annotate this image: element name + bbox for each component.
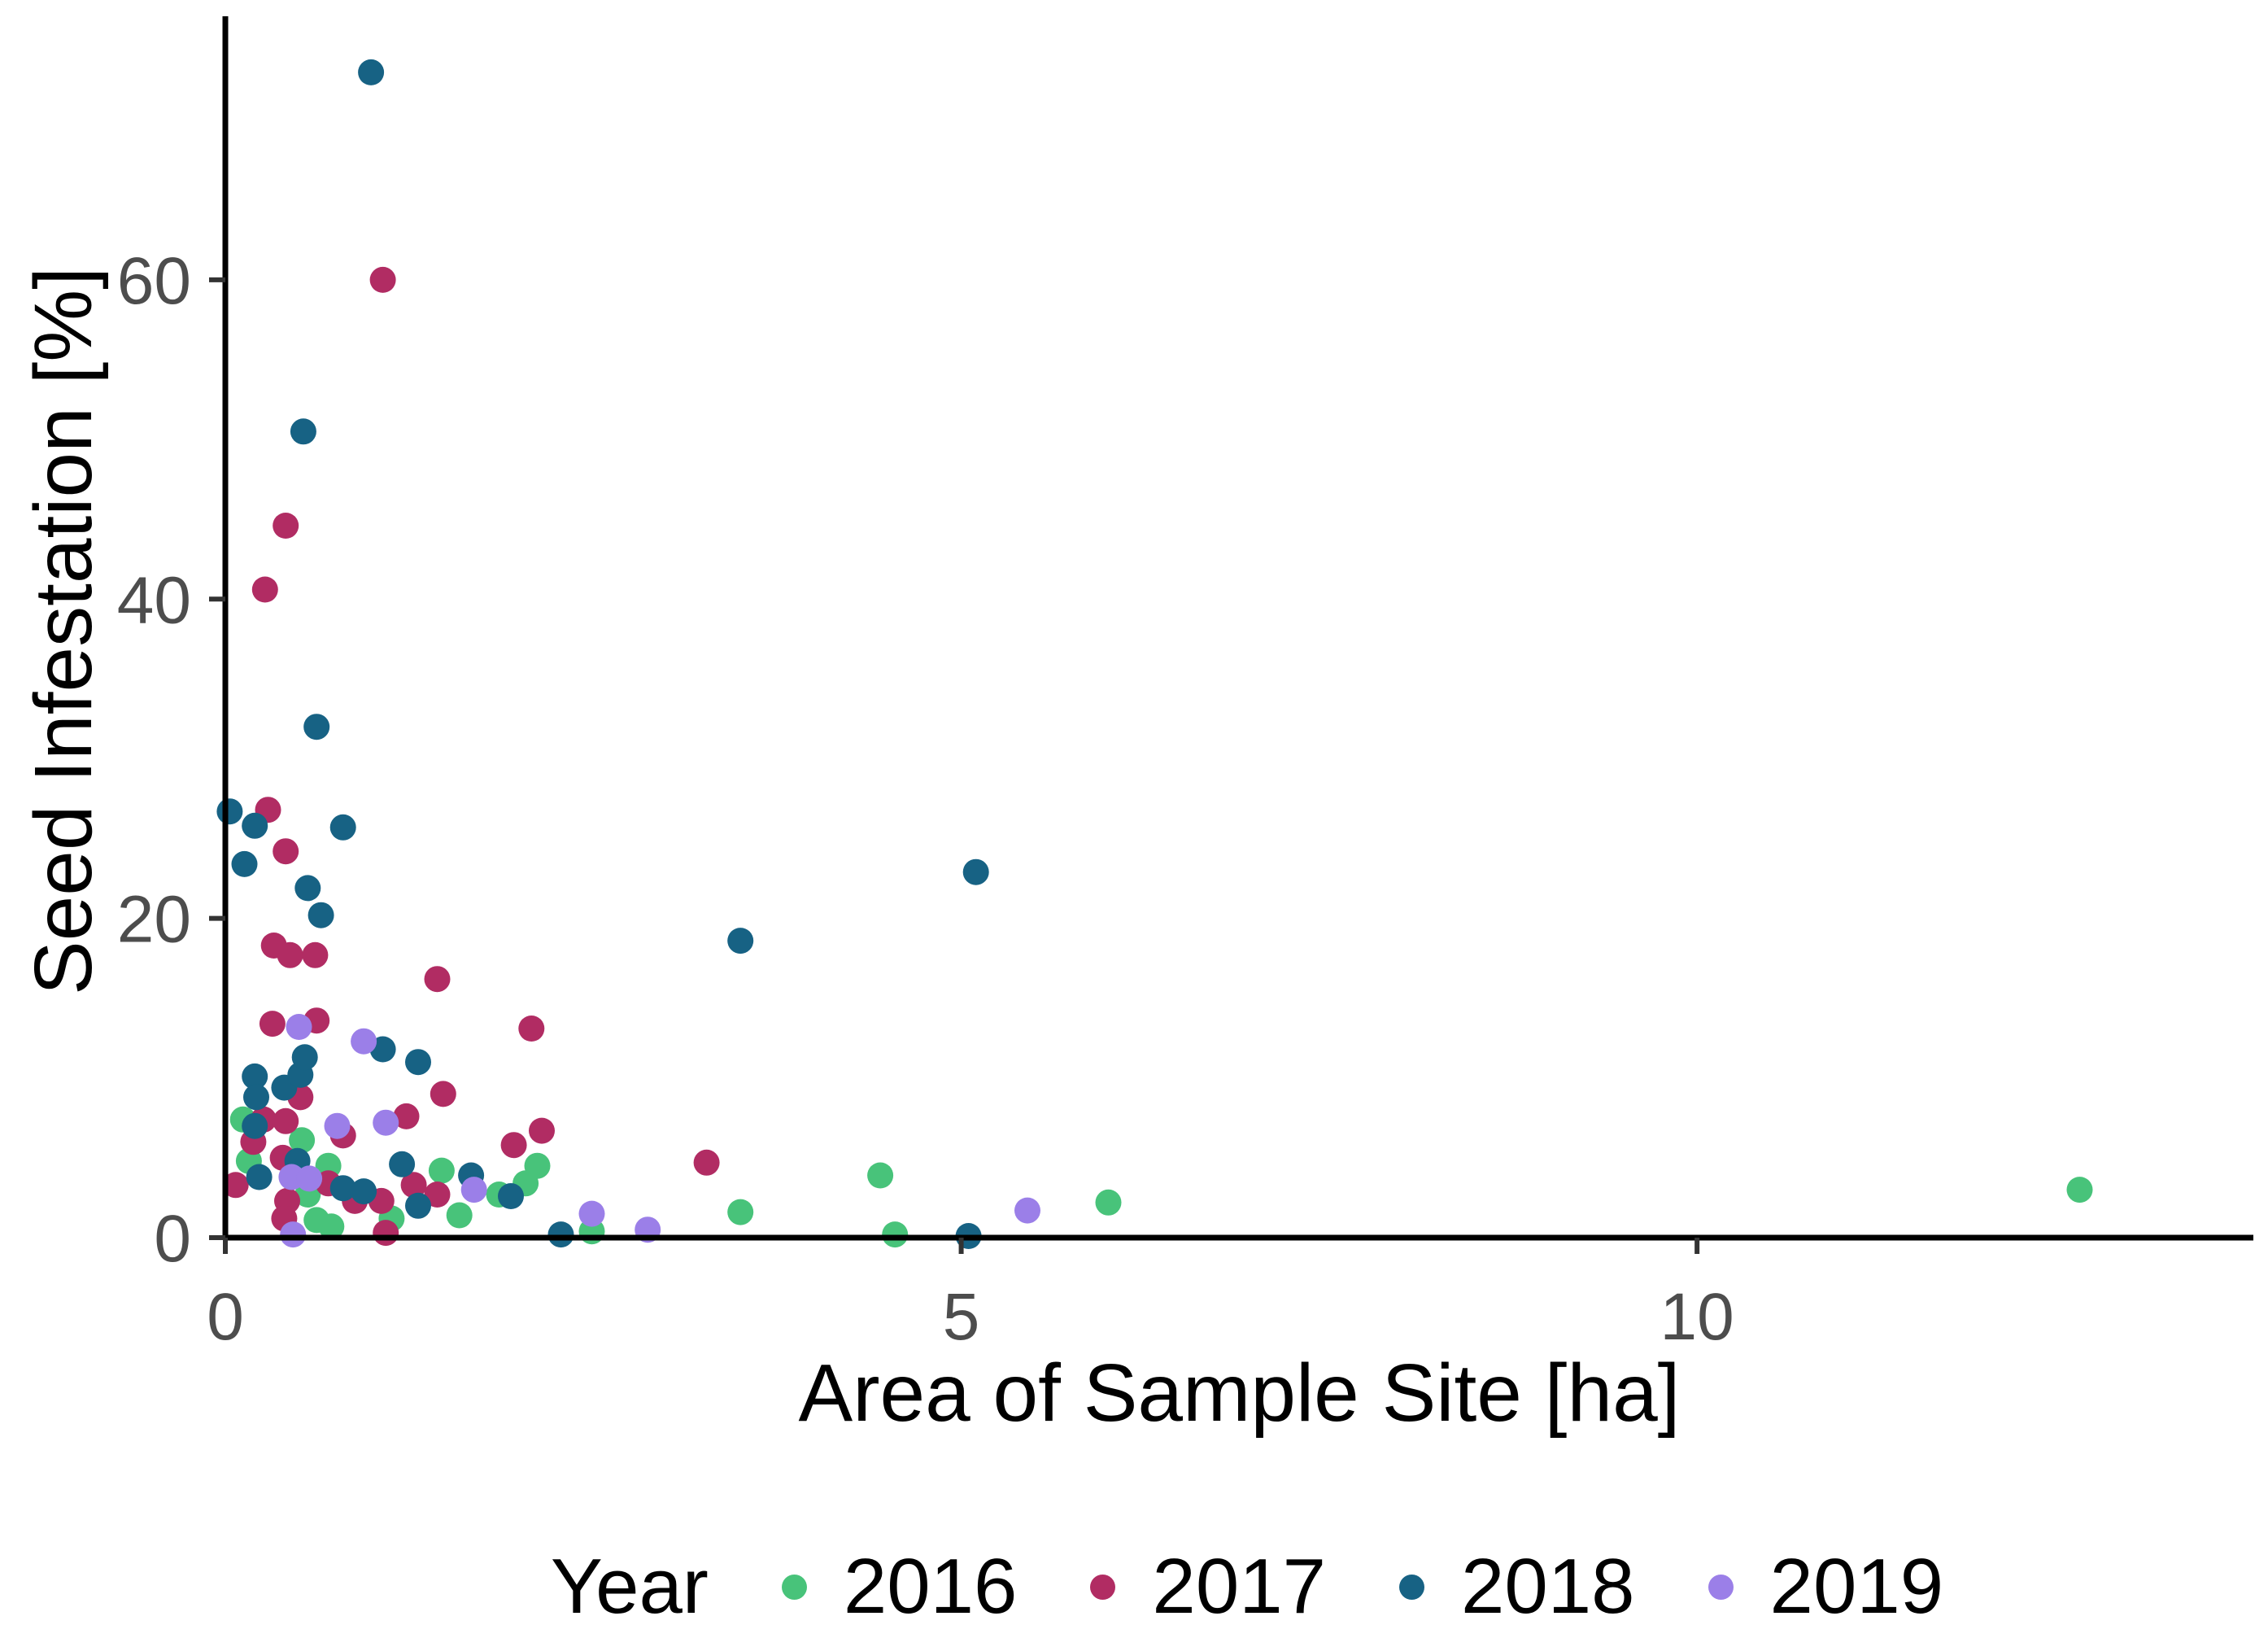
data-point-2016 [446,1202,473,1229]
legend-dot-icon [1090,1574,1116,1600]
data-point-2018 [351,1178,377,1205]
legend-dot-icon [1708,1574,1734,1600]
data-point-2016 [867,1162,894,1189]
data-point-2018 [246,1164,273,1190]
data-point-2018 [727,928,754,954]
legend-label: 2016 [843,1543,1018,1630]
data-point-2018 [291,1044,318,1071]
x-axis-title: Area of Sample Site [ha] [798,1348,1681,1439]
data-point-2017 [369,266,396,293]
data-point-2018 [242,1112,268,1139]
data-point-2017 [518,1016,545,1042]
data-point-2018 [242,812,268,839]
data-point-2018 [405,1049,431,1076]
legend-dot-icon [1398,1574,1424,1600]
data-point-2018 [389,1151,416,1177]
legend-item-2018: 2018 [1398,1542,1635,1631]
y-tick-label: 0 [154,1202,191,1276]
data-point-2017 [430,1081,456,1107]
data-point-2019 [373,1109,399,1136]
data-point-2018 [405,1192,431,1219]
data-point-2018 [231,850,258,877]
data-point-2016 [428,1157,455,1184]
data-point-2017 [251,576,278,603]
data-point-2019 [296,1165,323,1192]
legend-item-2016: 2016 [781,1542,1018,1631]
data-point-2018 [243,1084,269,1111]
data-point-2017 [500,1132,527,1159]
x-tick-label: 5 [943,1280,980,1354]
data-point-2019 [324,1112,351,1139]
data-point-2016 [882,1221,909,1248]
data-point-2016 [1095,1189,1122,1216]
legend-item-2017: 2017 [1090,1542,1326,1631]
data-point-2017 [400,1172,427,1199]
legend-label: 2019 [1769,1543,1944,1630]
data-point-2019 [1014,1197,1040,1224]
data-point-2019 [351,1028,377,1055]
data-point-2018 [303,714,330,740]
data-point-2016 [318,1213,345,1240]
legend-label: 2018 [1460,1543,1635,1630]
data-point-2016 [727,1199,754,1225]
data-point-2018 [329,1175,356,1202]
data-point-2019 [578,1200,605,1227]
y-tick-label: 60 [117,244,191,318]
data-point-2017 [373,1220,399,1247]
data-point-2017 [424,966,451,993]
data-point-2017 [277,941,303,968]
data-point-2017 [693,1149,720,1176]
legend: Year 2016 2017 2018 2019 [113,1542,2268,1631]
data-point-2017 [222,1172,249,1199]
legend-dot-icon [781,1574,807,1600]
data-point-2018 [358,59,385,85]
data-point-2016 [524,1152,551,1179]
data-point-2018 [242,1063,268,1090]
data-point-2018 [329,814,356,841]
data-point-2018 [307,902,334,928]
scatter-plot: 0 5 10 0 20 40 60 [117,16,2253,1354]
data-point-2018 [216,798,243,825]
data-point-2016 [289,1127,316,1154]
data-point-2017 [273,838,299,865]
data-point-2018 [962,858,989,885]
data-point-2018 [290,418,316,445]
legend-title: Year [550,1543,709,1630]
data-point-2017 [273,1107,299,1134]
data-point-2016 [2066,1177,2093,1203]
data-point-2019 [460,1177,487,1203]
y-tick-label: 40 [117,563,191,637]
data-point-2017 [393,1103,420,1129]
legend-item-2019: 2019 [1708,1542,1944,1631]
legend-label: 2017 [1152,1543,1326,1630]
data-point-2019 [280,1221,307,1248]
data-point-2018 [498,1183,524,1209]
data-point-2017 [302,941,329,968]
data-point-2018 [294,875,321,902]
data-point-2017 [259,1011,286,1037]
data-point-2019 [286,1014,312,1040]
y-tick-label: 20 [117,883,191,957]
x-tick-label: 0 [207,1280,244,1354]
y-axis-title: Seed Infestation [%] [18,266,109,996]
data-point-2017 [529,1117,555,1144]
x-tick-label: 10 [1660,1280,1734,1354]
data-point-2017 [273,513,299,539]
data-point-2017 [424,1182,451,1208]
data-point-2018 [547,1221,574,1248]
